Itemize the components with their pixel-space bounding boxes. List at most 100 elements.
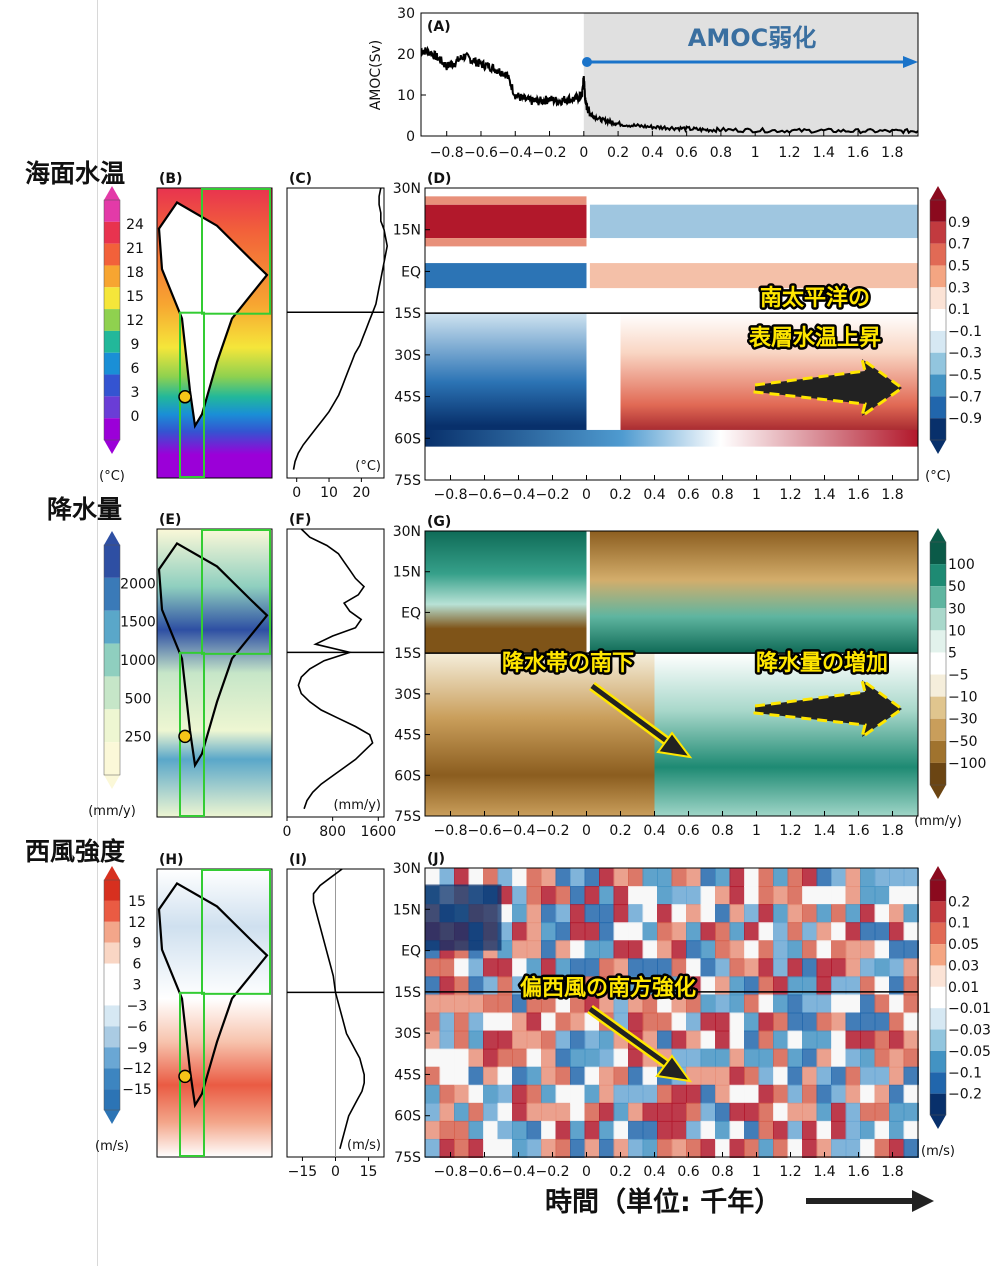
wind-cell: [425, 1102, 441, 1122]
colorbar-unit: (mm/y): [88, 804, 136, 819]
colorbar-label: 9: [133, 936, 142, 952]
wind-cell: [700, 940, 716, 960]
wind-cell: [874, 1138, 890, 1158]
colorbar-swatch: [930, 265, 946, 288]
wind-cell: [570, 868, 586, 888]
wind-cell: [700, 922, 716, 942]
colorbar-label: −0.5: [948, 368, 982, 384]
wind-cell: [700, 886, 716, 906]
annotation-westerly: 偏西風の南方強化: [520, 975, 696, 1001]
colorbar-label: 3: [131, 385, 140, 401]
colorbar-label: 15: [126, 289, 144, 305]
wind-cell: [584, 1120, 600, 1140]
wind-cell: [599, 868, 615, 888]
colorbar-b: 24 21 18 15 12 9 6 3 0 (°C): [99, 186, 144, 484]
wind-cell: [758, 886, 774, 906]
map-e: (E): [156, 512, 273, 818]
sst-north-warm-edge: [425, 196, 587, 205]
wind-cell: [773, 1048, 789, 1068]
wind-cell: [613, 868, 629, 888]
wind-cell: [570, 904, 586, 924]
wind-cell: [831, 1084, 847, 1104]
colorbar-swatch: [930, 352, 946, 375]
colorbar-swatch: [930, 965, 946, 987]
wind-cell: [570, 1030, 586, 1050]
wind-cell: [845, 1048, 861, 1068]
wind-cell: [584, 1066, 600, 1086]
wind-cell: [802, 1048, 818, 1068]
colorbar-h: 15 12 9 6 3 −3 −6 −9 −12 −15 (m/s): [95, 866, 152, 1154]
colorbar-swatch: [104, 1068, 120, 1090]
section-label-sst: 海面水温: [25, 159, 126, 188]
wind-cell: [831, 1102, 847, 1122]
wind-cell: [468, 1030, 484, 1050]
time-arrow-shaft: [806, 1198, 914, 1204]
panel-label-map: (B): [159, 171, 182, 187]
wind-cell: [758, 1120, 774, 1140]
colorbar-swatch: [930, 309, 946, 331]
wind-cell: [628, 958, 644, 978]
wind-cell: [584, 940, 600, 960]
wind-cell: [773, 922, 789, 942]
sst-60s-band: [425, 429, 918, 447]
colorbar-label: 0.7: [948, 237, 970, 253]
wind-cell: [787, 940, 803, 960]
colorbar-swatch: [930, 696, 946, 719]
wind-cell: [613, 1120, 629, 1140]
colorbar-top-tip: [104, 531, 120, 545]
wind-cell: [831, 922, 847, 942]
colorbar-frame: [103, 544, 121, 776]
wind-cell: [903, 1084, 919, 1104]
profile-frame: [286, 528, 385, 818]
wind-cell: [715, 1066, 731, 1086]
wind-cell: [570, 940, 586, 960]
colorbar-swatch: [104, 1005, 120, 1027]
wind-cell: [816, 1084, 832, 1104]
wind-cell: [816, 868, 832, 888]
colorbar-label: −0.05: [948, 1044, 991, 1060]
wind-cell: [831, 1012, 847, 1032]
wind-cell: [889, 994, 905, 1014]
wind-cell: [439, 994, 455, 1014]
time-tick-label: 0.4: [643, 1164, 665, 1180]
amoc-xtick-label: 0.4: [641, 145, 663, 161]
wind-cell: [860, 1012, 876, 1032]
wind-cell: [439, 1120, 455, 1140]
wind-cell: [831, 994, 847, 1014]
wind-cell: [903, 886, 919, 906]
colorbar-swatch: [104, 309, 120, 331]
colorbar-swatch: [104, 545, 120, 578]
wind-cell: [686, 868, 702, 888]
wind-cell: [425, 1066, 441, 1086]
wind-cell: [729, 922, 745, 942]
wind-cell: [787, 1084, 803, 1104]
wind-cell: [758, 922, 774, 942]
wind-cell: [541, 940, 557, 960]
section-label-wind: 西風強度: [25, 837, 126, 866]
wind-cell: [729, 1084, 745, 1104]
profile-unit: (mm/y): [333, 798, 381, 813]
colorbar-swatch: [104, 880, 120, 901]
colorbar-label: 0.2: [948, 894, 970, 910]
wind-cell: [889, 940, 905, 960]
colorbar-swatch: [930, 1008, 946, 1030]
colorbar-top-tip: [930, 528, 946, 542]
wind-cell: [860, 904, 876, 924]
wind-cell: [715, 904, 731, 924]
wind-cell: [773, 1030, 789, 1050]
lat-tick-label: 30S: [394, 1026, 421, 1042]
wind-cell: [758, 868, 774, 888]
wind-cell: [599, 1102, 615, 1122]
wind-cell: [816, 940, 832, 960]
colorbar-swatch: [930, 374, 946, 397]
wind-cell: [874, 1102, 890, 1122]
lat-tick-label: 30N: [393, 181, 421, 197]
wind-cell: [802, 922, 818, 942]
wind-cell: [903, 904, 919, 924]
wind-cell: [802, 1012, 818, 1032]
time-tick-label: −0.6: [468, 1164, 502, 1180]
wind-cell: [787, 1066, 803, 1086]
wind-cell: [526, 1102, 542, 1122]
wind-cell: [773, 886, 789, 906]
wind-cell: [802, 976, 818, 996]
